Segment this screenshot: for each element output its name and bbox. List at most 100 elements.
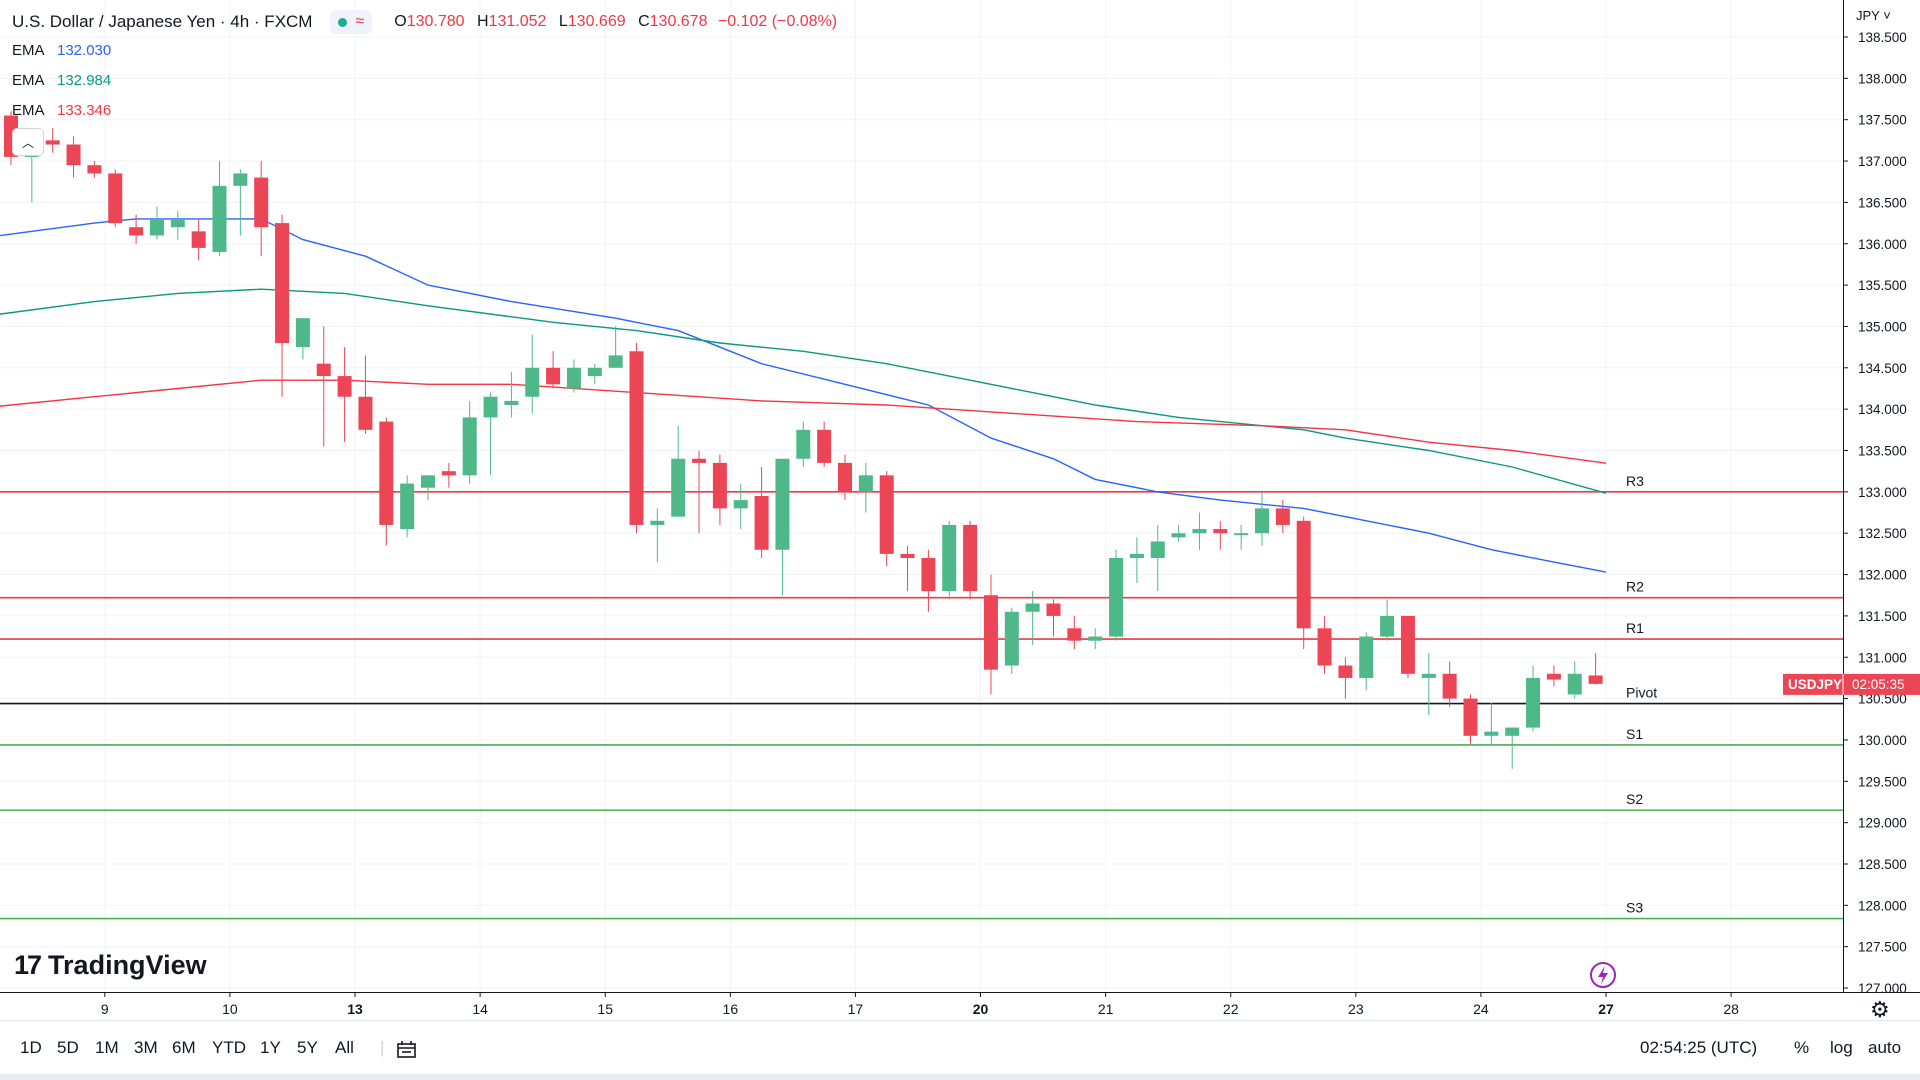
candle-body bbox=[1192, 529, 1207, 534]
candle-body bbox=[1505, 727, 1520, 736]
candle-body bbox=[1046, 603, 1061, 616]
candle-body bbox=[1296, 520, 1311, 629]
candle-body bbox=[1400, 615, 1415, 674]
candle-body bbox=[775, 458, 790, 550]
candle-body bbox=[1380, 615, 1395, 637]
candle-body bbox=[566, 367, 581, 389]
candle-body bbox=[1317, 628, 1332, 666]
price-tick-label: 135.500 bbox=[1858, 278, 1907, 293]
chart-background bbox=[0, 0, 1920, 1020]
bottom-strip bbox=[0, 1074, 1920, 1080]
status-badges[interactable]: ≈ bbox=[330, 10, 373, 34]
range-ytd[interactable]: YTD bbox=[212, 1038, 246, 1057]
candle-body bbox=[963, 524, 978, 592]
price-tick-label: 134.500 bbox=[1858, 361, 1907, 376]
candle-body bbox=[942, 524, 957, 592]
pivot-level-label: R1 bbox=[1626, 620, 1644, 636]
price-tick-label: 127.000 bbox=[1858, 981, 1907, 996]
high-label: H bbox=[477, 13, 489, 30]
close-value: 130.678 bbox=[649, 13, 708, 30]
log-toggle[interactable]: log bbox=[1830, 1038, 1853, 1057]
ema-legend-1[interactable]: EMA 132.030 bbox=[12, 42, 111, 59]
price-tick-label: 135.000 bbox=[1858, 319, 1907, 334]
candle-body bbox=[66, 144, 81, 166]
candle-body bbox=[129, 227, 144, 236]
candle-body bbox=[879, 475, 894, 554]
ema-line-1 bbox=[0, 218, 1607, 573]
candle-body bbox=[1546, 673, 1561, 680]
candle-body bbox=[1150, 541, 1165, 559]
ema-label: EMA bbox=[12, 42, 45, 59]
range-1m[interactable]: 1M bbox=[95, 1038, 119, 1057]
change-value: −0.102 (−0.08%) bbox=[717, 13, 838, 30]
price-tick-label: 137.000 bbox=[1858, 154, 1907, 169]
candle-body bbox=[754, 495, 769, 550]
ema-legend-3[interactable]: EMA 133.346 bbox=[12, 102, 111, 119]
candle-body bbox=[1484, 731, 1499, 736]
price-tick-label: 129.500 bbox=[1858, 774, 1907, 789]
price-tick-label: 136.500 bbox=[1858, 195, 1907, 210]
range-all[interactable]: All bbox=[335, 1038, 354, 1057]
candle-body bbox=[295, 318, 310, 348]
candle-body bbox=[1025, 603, 1040, 612]
ema-line-3 bbox=[0, 379, 1607, 464]
candle-body bbox=[712, 462, 727, 509]
candle-body bbox=[191, 231, 206, 248]
auto-toggle[interactable]: auto bbox=[1868, 1038, 1902, 1057]
price-tick-label: 137.500 bbox=[1858, 113, 1907, 128]
candle-body bbox=[1338, 665, 1353, 678]
candle-body bbox=[525, 367, 540, 397]
candle-body bbox=[921, 558, 936, 592]
range-5y[interactable]: 5Y bbox=[297, 1038, 318, 1057]
price-tick-label: 130.000 bbox=[1858, 733, 1907, 748]
candle-body bbox=[1255, 508, 1269, 534]
axis-currency-label: JPY bbox=[1856, 8, 1880, 23]
candle-body bbox=[1567, 673, 1582, 695]
price-axis-area bbox=[1844, 0, 1920, 992]
chart-header: U.S. Dollar / Japanese Yen · 4h · FXCM ≈… bbox=[12, 10, 837, 34]
range-6m[interactable]: 6M bbox=[172, 1038, 196, 1057]
candle-body bbox=[838, 462, 852, 492]
pivot-level-label: S1 bbox=[1626, 726, 1643, 742]
open-label: O bbox=[394, 13, 407, 30]
time-tick-label: 9 bbox=[101, 1001, 109, 1017]
price-tick-label: 129.000 bbox=[1858, 816, 1907, 831]
candle-body bbox=[671, 458, 686, 517]
utc-clock[interactable]: 02:54:25 (UTC) bbox=[1640, 1038, 1758, 1057]
candle-body bbox=[546, 367, 561, 385]
ema-value: 132.030 bbox=[57, 42, 112, 59]
time-tick-label: 28 bbox=[1723, 1001, 1739, 1017]
candle-body bbox=[1463, 698, 1478, 736]
candle-body bbox=[212, 185, 227, 253]
candle-body bbox=[1088, 636, 1103, 641]
low-label: L bbox=[558, 13, 568, 30]
tradingview-mark-icon: 17 bbox=[14, 950, 42, 980]
candle-body bbox=[1109, 558, 1124, 637]
candle-body bbox=[254, 177, 269, 228]
range-5d[interactable]: 5D bbox=[57, 1038, 79, 1057]
time-tick-label: 22 bbox=[1223, 1001, 1239, 1017]
candle-body bbox=[1129, 553, 1144, 559]
price-tick-label: 138.500 bbox=[1858, 30, 1907, 45]
candle-body bbox=[421, 475, 435, 488]
candle-body bbox=[504, 400, 519, 406]
time-tick-label: 15 bbox=[597, 1001, 613, 1017]
collapse-legend-button[interactable]: ︿ bbox=[12, 128, 44, 156]
candle-body bbox=[400, 483, 415, 530]
settings-gear-icon[interactable]: ⚙ bbox=[1870, 997, 1890, 1022]
high-value: 131.052 bbox=[488, 13, 547, 30]
calendar-range-icon[interactable] bbox=[396, 1040, 418, 1060]
candle-body bbox=[650, 520, 665, 525]
percent-toggle[interactable]: % bbox=[1794, 1038, 1810, 1057]
symbol-title[interactable]: U.S. Dollar / Japanese Yen · 4h · FXCM bbox=[12, 12, 313, 31]
time-tick-label: 20 bbox=[973, 1001, 989, 1017]
ema-legend-2[interactable]: EMA 132.984 bbox=[12, 72, 111, 89]
axis-currency[interactable]: JPY ˅ bbox=[1856, 8, 1891, 23]
range-3m[interactable]: 3M bbox=[134, 1038, 158, 1057]
price-chart[interactable]: R3 R2 R1 Pivot S1 S2 S3 127.000 127.500 128.000 12… bbox=[0, 0, 1920, 1020]
tradingview-logo[interactable]: 17 TradingView bbox=[14, 950, 207, 981]
range-1y[interactable]: 1Y bbox=[260, 1038, 281, 1057]
ema-value: 133.346 bbox=[57, 102, 112, 119]
range-1d[interactable]: 1D bbox=[20, 1038, 42, 1057]
candle-body bbox=[1421, 673, 1436, 678]
